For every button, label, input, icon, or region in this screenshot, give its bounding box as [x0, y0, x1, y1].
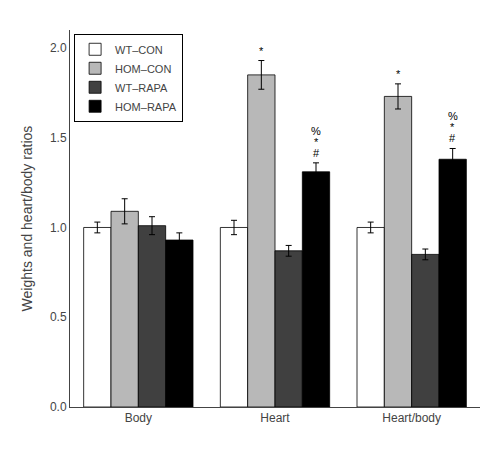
- svg-text:WT–CON: WT–CON: [115, 44, 163, 56]
- svg-text:Heart/body: Heart/body: [382, 411, 441, 425]
- svg-text:*: *: [396, 68, 401, 80]
- svg-text:*: *: [259, 45, 264, 57]
- svg-text:HOM–RAPA: HOM–RAPA: [115, 101, 177, 113]
- svg-text:0.5: 0.5: [50, 310, 67, 324]
- svg-text:WT–RAPA: WT–RAPA: [115, 82, 168, 94]
- svg-text:#: #: [313, 147, 320, 159]
- svg-text:*: *: [450, 121, 455, 133]
- svg-text:HOM–CON: HOM–CON: [115, 63, 171, 75]
- svg-text:2.0: 2.0: [50, 41, 67, 55]
- svg-text:Body: Body: [125, 411, 152, 425]
- svg-text:1.5: 1.5: [50, 131, 67, 145]
- svg-text:1.0: 1.0: [50, 221, 67, 235]
- svg-text:%: %: [311, 125, 321, 137]
- svg-text:%: %: [448, 110, 458, 122]
- svg-text:Heart: Heart: [260, 411, 290, 425]
- svg-text:*: *: [314, 136, 319, 148]
- svg-text:Weights and heart/body ratios: Weights and heart/body ratios: [19, 126, 35, 312]
- svg-text:#: #: [449, 132, 456, 144]
- svg-text:0.0: 0.0: [50, 400, 67, 414]
